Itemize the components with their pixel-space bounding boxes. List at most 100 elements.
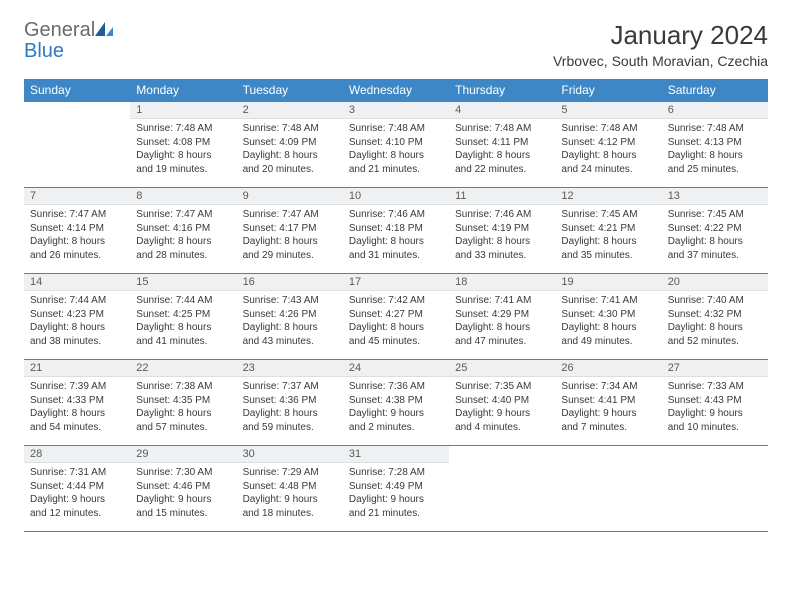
day-number: 23	[237, 360, 343, 377]
day-text: Sunrise: 7:44 AMSunset: 4:23 PMDaylight:…	[24, 291, 130, 351]
calendar-cell: 16Sunrise: 7:43 AMSunset: 4:26 PMDayligh…	[237, 274, 343, 360]
weekday-header: Friday	[555, 79, 661, 102]
calendar-cell: 8Sunrise: 7:47 AMSunset: 4:16 PMDaylight…	[130, 188, 236, 274]
day-number: 1	[130, 102, 236, 119]
weekday-header: Sunday	[24, 79, 130, 102]
calendar-cell: 17Sunrise: 7:42 AMSunset: 4:27 PMDayligh…	[343, 274, 449, 360]
day-number: 9	[237, 188, 343, 205]
day-number: 2	[237, 102, 343, 119]
day-text: Sunrise: 7:41 AMSunset: 4:29 PMDaylight:…	[449, 291, 555, 351]
calendar-cell	[555, 446, 661, 532]
sail-icon	[95, 22, 113, 41]
calendar-row: 21Sunrise: 7:39 AMSunset: 4:33 PMDayligh…	[24, 360, 768, 446]
calendar-cell: 21Sunrise: 7:39 AMSunset: 4:33 PMDayligh…	[24, 360, 130, 446]
calendar-row: 14Sunrise: 7:44 AMSunset: 4:23 PMDayligh…	[24, 274, 768, 360]
day-text: Sunrise: 7:30 AMSunset: 4:46 PMDaylight:…	[130, 463, 236, 523]
day-number: 11	[449, 188, 555, 205]
day-text: Sunrise: 7:48 AMSunset: 4:13 PMDaylight:…	[662, 119, 768, 179]
day-text: Sunrise: 7:47 AMSunset: 4:16 PMDaylight:…	[130, 205, 236, 265]
day-number: 7	[24, 188, 130, 205]
header: General Blue January 2024 Vrbovec, South…	[24, 20, 768, 69]
day-text: Sunrise: 7:45 AMSunset: 4:22 PMDaylight:…	[662, 205, 768, 265]
weekday-header: Wednesday	[343, 79, 449, 102]
day-text: Sunrise: 7:45 AMSunset: 4:21 PMDaylight:…	[555, 205, 661, 265]
calendar-cell: 12Sunrise: 7:45 AMSunset: 4:21 PMDayligh…	[555, 188, 661, 274]
calendar-row: 7Sunrise: 7:47 AMSunset: 4:14 PMDaylight…	[24, 188, 768, 274]
calendar-cell: 11Sunrise: 7:46 AMSunset: 4:19 PMDayligh…	[449, 188, 555, 274]
calendar-cell	[662, 446, 768, 532]
calendar-cell: 9Sunrise: 7:47 AMSunset: 4:17 PMDaylight…	[237, 188, 343, 274]
day-number: 20	[662, 274, 768, 291]
calendar-cell: 20Sunrise: 7:40 AMSunset: 4:32 PMDayligh…	[662, 274, 768, 360]
day-text: Sunrise: 7:33 AMSunset: 4:43 PMDaylight:…	[662, 377, 768, 437]
calendar-cell: 1Sunrise: 7:48 AMSunset: 4:08 PMDaylight…	[130, 102, 236, 188]
calendar-cell: 7Sunrise: 7:47 AMSunset: 4:14 PMDaylight…	[24, 188, 130, 274]
calendar-cell	[24, 102, 130, 188]
day-number: 14	[24, 274, 130, 291]
calendar-row: 1Sunrise: 7:48 AMSunset: 4:08 PMDaylight…	[24, 102, 768, 188]
day-text: Sunrise: 7:46 AMSunset: 4:19 PMDaylight:…	[449, 205, 555, 265]
day-text: Sunrise: 7:47 AMSunset: 4:17 PMDaylight:…	[237, 205, 343, 265]
day-text: Sunrise: 7:48 AMSunset: 4:08 PMDaylight:…	[130, 119, 236, 179]
calendar-cell: 25Sunrise: 7:35 AMSunset: 4:40 PMDayligh…	[449, 360, 555, 446]
day-number: 24	[343, 360, 449, 377]
day-number: 27	[662, 360, 768, 377]
calendar-cell: 6Sunrise: 7:48 AMSunset: 4:13 PMDaylight…	[662, 102, 768, 188]
calendar-cell: 24Sunrise: 7:36 AMSunset: 4:38 PMDayligh…	[343, 360, 449, 446]
calendar-cell: 13Sunrise: 7:45 AMSunset: 4:22 PMDayligh…	[662, 188, 768, 274]
day-text: Sunrise: 7:35 AMSunset: 4:40 PMDaylight:…	[449, 377, 555, 437]
day-text: Sunrise: 7:48 AMSunset: 4:12 PMDaylight:…	[555, 119, 661, 179]
day-number: 19	[555, 274, 661, 291]
day-number: 5	[555, 102, 661, 119]
day-text: Sunrise: 7:28 AMSunset: 4:49 PMDaylight:…	[343, 463, 449, 523]
weekday-header: Thursday	[449, 79, 555, 102]
calendar-page: General Blue January 2024 Vrbovec, South…	[0, 0, 792, 552]
weekday-header: Monday	[130, 79, 236, 102]
calendar-cell: 31Sunrise: 7:28 AMSunset: 4:49 PMDayligh…	[343, 446, 449, 532]
day-number: 31	[343, 446, 449, 463]
day-text: Sunrise: 7:41 AMSunset: 4:30 PMDaylight:…	[555, 291, 661, 351]
logo-word1: General	[24, 19, 95, 41]
day-number: 16	[237, 274, 343, 291]
location: Vrbovec, South Moravian, Czechia	[553, 53, 768, 69]
day-text: Sunrise: 7:39 AMSunset: 4:33 PMDaylight:…	[24, 377, 130, 437]
day-text: Sunrise: 7:29 AMSunset: 4:48 PMDaylight:…	[237, 463, 343, 523]
calendar-cell: 30Sunrise: 7:29 AMSunset: 4:48 PMDayligh…	[237, 446, 343, 532]
day-text: Sunrise: 7:40 AMSunset: 4:32 PMDaylight:…	[662, 291, 768, 351]
calendar-cell: 27Sunrise: 7:33 AMSunset: 4:43 PMDayligh…	[662, 360, 768, 446]
calendar-body: 1Sunrise: 7:48 AMSunset: 4:08 PMDaylight…	[24, 102, 768, 532]
calendar-cell: 28Sunrise: 7:31 AMSunset: 4:44 PMDayligh…	[24, 446, 130, 532]
day-text: Sunrise: 7:44 AMSunset: 4:25 PMDaylight:…	[130, 291, 236, 351]
day-number: 18	[449, 274, 555, 291]
month-title: January 2024	[553, 20, 768, 51]
calendar-cell: 14Sunrise: 7:44 AMSunset: 4:23 PMDayligh…	[24, 274, 130, 360]
calendar-table: Sunday Monday Tuesday Wednesday Thursday…	[24, 79, 768, 532]
day-text: Sunrise: 7:47 AMSunset: 4:14 PMDaylight:…	[24, 205, 130, 265]
day-number: 30	[237, 446, 343, 463]
day-number: 26	[555, 360, 661, 377]
day-number: 22	[130, 360, 236, 377]
day-text: Sunrise: 7:38 AMSunset: 4:35 PMDaylight:…	[130, 377, 236, 437]
day-text: Sunrise: 7:48 AMSunset: 4:11 PMDaylight:…	[449, 119, 555, 179]
day-number: 15	[130, 274, 236, 291]
day-number: 17	[343, 274, 449, 291]
day-number: 28	[24, 446, 130, 463]
day-number: 3	[343, 102, 449, 119]
calendar-cell: 19Sunrise: 7:41 AMSunset: 4:30 PMDayligh…	[555, 274, 661, 360]
calendar-cell: 2Sunrise: 7:48 AMSunset: 4:09 PMDaylight…	[237, 102, 343, 188]
day-text: Sunrise: 7:43 AMSunset: 4:26 PMDaylight:…	[237, 291, 343, 351]
day-text: Sunrise: 7:36 AMSunset: 4:38 PMDaylight:…	[343, 377, 449, 437]
day-text: Sunrise: 7:31 AMSunset: 4:44 PMDaylight:…	[24, 463, 130, 523]
calendar-cell: 5Sunrise: 7:48 AMSunset: 4:12 PMDaylight…	[555, 102, 661, 188]
day-number: 10	[343, 188, 449, 205]
day-number: 21	[24, 360, 130, 377]
day-text: Sunrise: 7:46 AMSunset: 4:18 PMDaylight:…	[343, 205, 449, 265]
day-number: 4	[449, 102, 555, 119]
weekday-row: Sunday Monday Tuesday Wednesday Thursday…	[24, 79, 768, 102]
weekday-header: Tuesday	[237, 79, 343, 102]
day-number: 6	[662, 102, 768, 119]
day-text: Sunrise: 7:34 AMSunset: 4:41 PMDaylight:…	[555, 377, 661, 437]
day-number: 12	[555, 188, 661, 205]
calendar-cell: 15Sunrise: 7:44 AMSunset: 4:25 PMDayligh…	[130, 274, 236, 360]
calendar-cell	[449, 446, 555, 532]
